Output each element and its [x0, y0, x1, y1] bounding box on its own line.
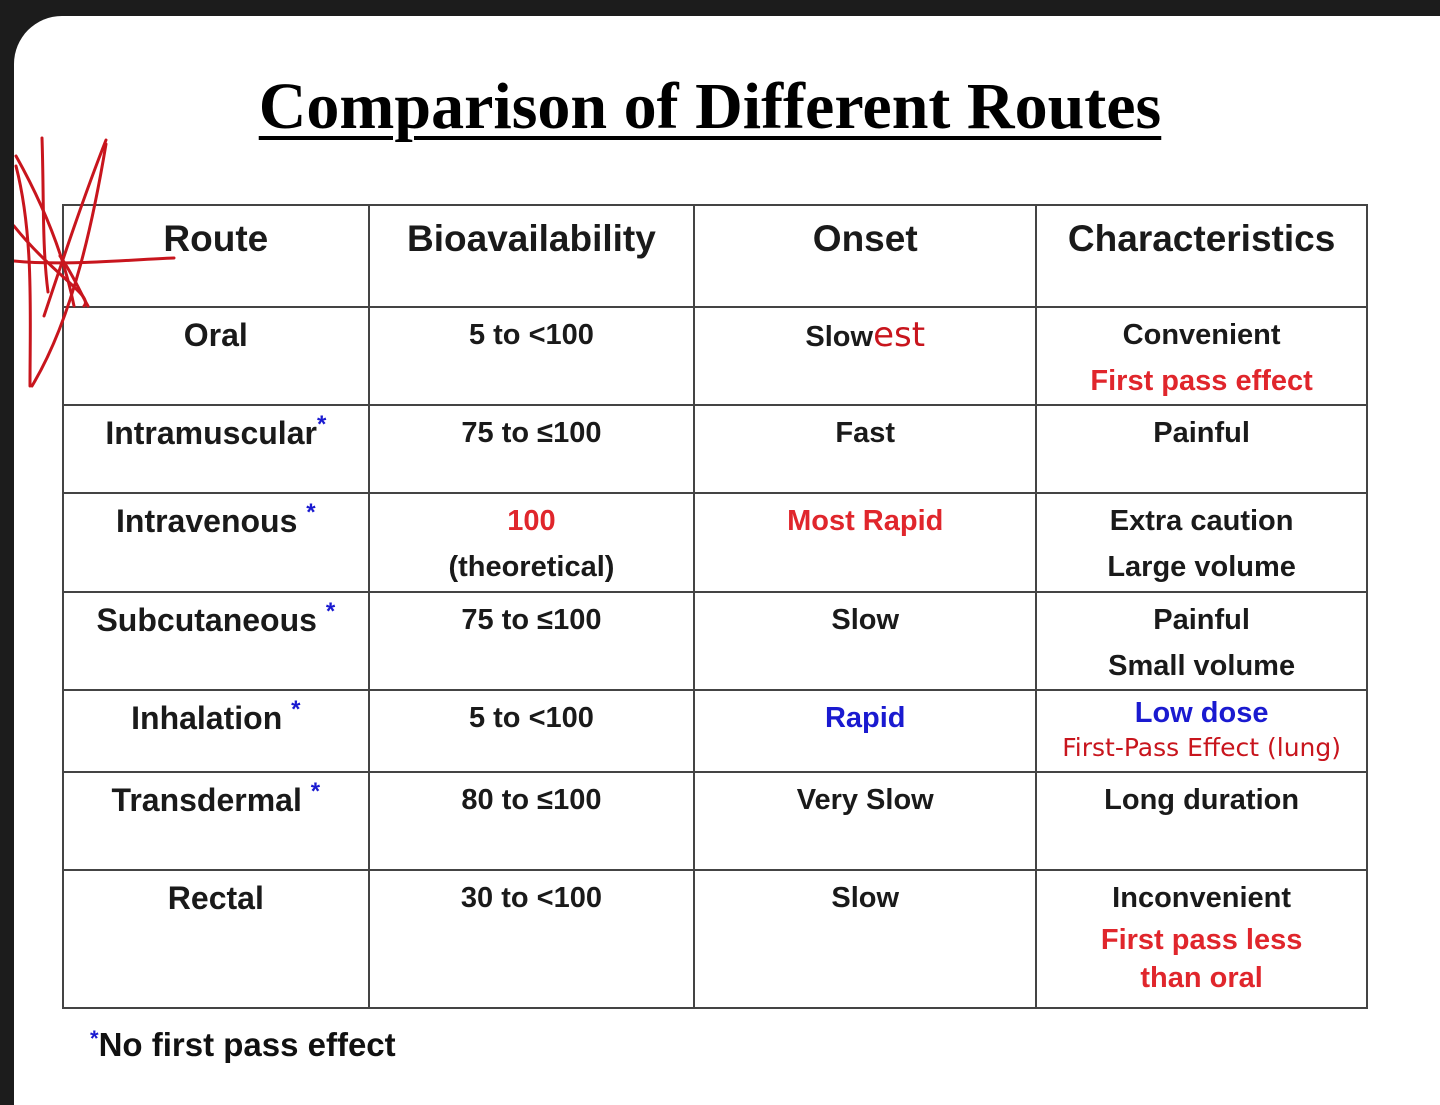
page-title: Comparison of Different Routes [258, 70, 1162, 143]
handwritten-annotation: est [873, 315, 926, 355]
characteristics-cell: Painful Small volume [1035, 591, 1368, 691]
slide: Comparison of Different Routes Route Bio… [14, 16, 1440, 1105]
bioavailability-cell: 5 to <100 [367, 689, 696, 773]
table-row: Oral 5 to <100 Slowest Convenient First p… [62, 306, 1368, 406]
onset-cell: Slow [693, 869, 1038, 1009]
route-cell: Inhalation * [62, 689, 370, 773]
bioavailability-cell: 75 to ≤100 [367, 591, 696, 691]
bioavailability-cell: 30 to <100 [367, 869, 696, 1009]
route-cell: Subcutaneous * [62, 591, 370, 691]
route-cell: Oral [62, 306, 370, 406]
footnote: *No first pass effect [90, 1026, 396, 1063]
table-row: Inhalation * 5 to <100 Rapid Low dose Fir… [62, 689, 1368, 773]
route-cell: Rectal [62, 869, 370, 1009]
header-bioavailability: Bioavailability [367, 204, 696, 308]
header-characteristics: Characteristics [1035, 204, 1368, 308]
route-cell: Intravenous * [62, 492, 370, 593]
characteristics-cell: Extra caution Large volume [1035, 492, 1368, 593]
characteristics-cell: Painful [1035, 404, 1368, 494]
characteristics-cell: Inconvenient First pass less than oral [1035, 869, 1368, 1009]
bioavailability-cell: 5 to <100 [367, 306, 696, 406]
table-row: Rectal 30 to <100 Slow Inconvenient First… [62, 869, 1368, 1009]
route-cell: Intramuscular* [62, 404, 370, 494]
onset-cell: Slowest [693, 306, 1038, 406]
onset-cell: Fast [693, 404, 1038, 494]
table-row: Subcutaneous * 75 to ≤100 Slow Painful Sm… [62, 591, 1368, 691]
table-row: Intramuscular* 75 to ≤100 Fast Painful [62, 404, 1368, 494]
header-onset: Onset [693, 204, 1038, 308]
header-route: Route [62, 204, 370, 308]
table-header-row: Route Bioavailability Onset Characterist… [62, 204, 1368, 308]
characteristics-cell: Long duration [1035, 771, 1368, 871]
bioavailability-cell: 75 to ≤100 [367, 404, 696, 494]
characteristics-cell: Low dose First-Pass Effect (lung) [1035, 689, 1368, 773]
bioavailability-cell: 100 (theoretical) [367, 492, 696, 593]
onset-cell: Most Rapid [693, 492, 1038, 593]
onset-cell: Very Slow [693, 771, 1038, 871]
bioavailability-cell: 80 to ≤100 [367, 771, 696, 871]
route-cell: Transdermal * [62, 771, 370, 871]
onset-cell: Rapid [693, 689, 1038, 773]
routes-table: Route Bioavailability Onset Characterist… [62, 204, 1368, 1009]
handwritten-annotation: First-Pass Effect (lung) [1062, 733, 1342, 762]
onset-cell: Slow [693, 591, 1038, 691]
characteristics-cell: Convenient First pass effect [1035, 306, 1368, 406]
table-row: Transdermal * 80 to ≤100 Very Slow Long … [62, 771, 1368, 871]
table-row: Intravenous * 100 (theoretical) Most Rapi… [62, 492, 1368, 593]
